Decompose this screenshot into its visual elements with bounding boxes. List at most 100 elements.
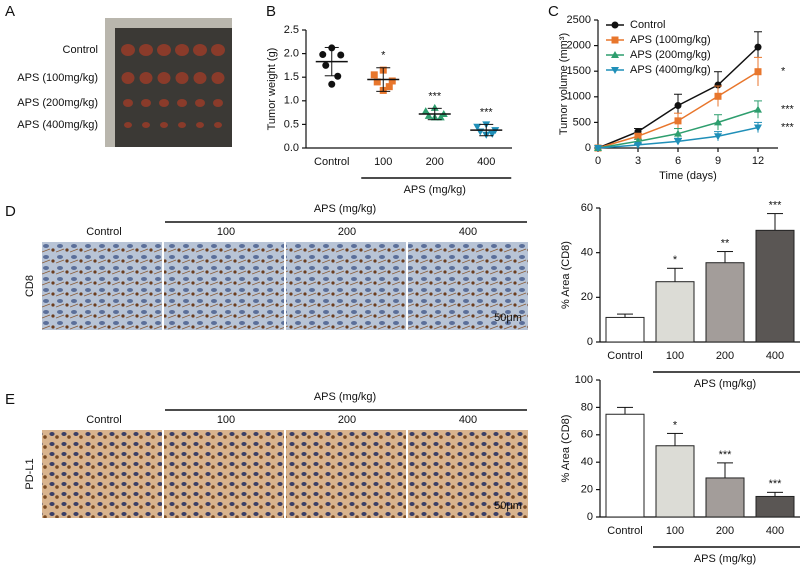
micrograph — [408, 242, 528, 330]
x-tick-label: 200 — [716, 525, 734, 537]
marker — [611, 51, 619, 58]
y-axis-label: Tumor weight (g) — [266, 48, 278, 131]
y-tick-label: 40 — [581, 247, 593, 259]
column-label: 200 — [338, 414, 356, 426]
y-tick-label: 20 — [581, 291, 593, 303]
x-tick-label: 400 — [477, 156, 495, 168]
significance: *** — [781, 121, 795, 133]
y-tick-label: 2.0 — [284, 48, 299, 60]
marker — [385, 83, 393, 91]
x-tick-label: 100 — [666, 525, 684, 537]
y-tick-label: 2000 — [567, 40, 591, 52]
scale-bar: 50μm — [494, 500, 522, 512]
y-tick-label: 1.5 — [284, 71, 299, 83]
marker — [674, 138, 682, 146]
marker — [436, 113, 445, 121]
y-tick-label: 20 — [581, 484, 593, 496]
x-tick-label: Control — [607, 350, 642, 362]
panel-label: B — [266, 3, 276, 20]
micrograph — [42, 242, 162, 330]
y-tick-label: 500 — [573, 116, 591, 128]
legend-label: APS (100mg/kg) — [630, 34, 711, 46]
significance: *** — [428, 90, 442, 102]
tumor — [175, 72, 189, 84]
column-label: 400 — [459, 226, 477, 238]
y-tick-label: 1.0 — [284, 95, 299, 107]
bar — [605, 413, 645, 518]
y-tick-label: 0.5 — [284, 118, 299, 130]
tumor — [157, 72, 171, 84]
x-tick-label: 12 — [752, 155, 764, 167]
row-label: CD8 — [24, 275, 36, 297]
tumor — [213, 99, 223, 107]
marker — [328, 80, 336, 88]
panel-label: E — [5, 391, 15, 408]
tumor — [160, 122, 168, 128]
tumor — [139, 44, 153, 56]
micrograph — [42, 430, 162, 518]
marker — [714, 118, 722, 126]
x-tick-label: Control — [314, 156, 349, 168]
y-tick-label: 0.0 — [284, 142, 299, 154]
tumor — [193, 72, 207, 84]
group-label: APS (mg/kg) — [694, 553, 756, 565]
ruler — [105, 18, 115, 147]
panel-label: D — [5, 203, 16, 220]
y-tick-label: 2.5 — [284, 24, 299, 36]
y-tick-label: 60 — [581, 202, 593, 214]
tumor — [177, 99, 187, 107]
x-tick-label: 100 — [374, 156, 392, 168]
x-tick-label: 400 — [766, 350, 784, 362]
marker — [634, 132, 642, 140]
marker — [754, 68, 762, 76]
tumor — [196, 122, 204, 128]
y-tick-label: 0 — [587, 511, 593, 523]
micrograph — [286, 242, 406, 330]
tumor — [121, 44, 135, 56]
marker — [674, 102, 682, 110]
y-tick-label: 2500 — [567, 14, 591, 26]
tumor — [195, 99, 205, 107]
ruler — [105, 18, 232, 28]
x-axis-label: Time (days) — [659, 170, 717, 182]
significance: *** — [781, 104, 795, 116]
micrograph — [286, 430, 406, 518]
marker — [754, 124, 762, 132]
y-tick-label: 60 — [581, 429, 593, 441]
bar — [605, 316, 645, 343]
group-label: APS (mg/kg) — [694, 378, 756, 390]
photo-label: APS (400mg/kg) — [17, 119, 98, 131]
marker — [754, 43, 762, 51]
x-tick-label: 100 — [666, 350, 684, 362]
marker — [611, 21, 619, 29]
marker — [424, 111, 433, 119]
column-label: 400 — [459, 414, 477, 426]
tumor — [211, 72, 225, 84]
tumor — [141, 99, 151, 107]
tumor — [139, 72, 153, 84]
tumor — [178, 122, 186, 128]
marker — [370, 71, 378, 79]
column-label: Control — [86, 226, 121, 238]
significance: *** — [480, 106, 494, 118]
marker — [488, 130, 497, 138]
group-label: APS (mg/kg) — [404, 184, 466, 196]
tumor — [159, 99, 169, 107]
significance: * — [781, 66, 786, 78]
y-axis-label: % Area (CD8) — [560, 241, 572, 309]
marker — [337, 51, 345, 59]
column-label: 100 — [217, 226, 235, 238]
significance: *** — [769, 199, 783, 211]
tumor — [121, 72, 135, 84]
marker — [594, 145, 602, 152]
marker — [611, 36, 619, 44]
significance: * — [673, 419, 678, 431]
marker — [674, 117, 682, 125]
photo-label: APS (100mg/kg) — [17, 72, 98, 84]
marker — [430, 103, 439, 111]
y-tick-label: 100 — [575, 374, 593, 386]
tumor — [211, 44, 225, 56]
x-tick-label: 400 — [766, 525, 784, 537]
tumor — [157, 44, 171, 56]
